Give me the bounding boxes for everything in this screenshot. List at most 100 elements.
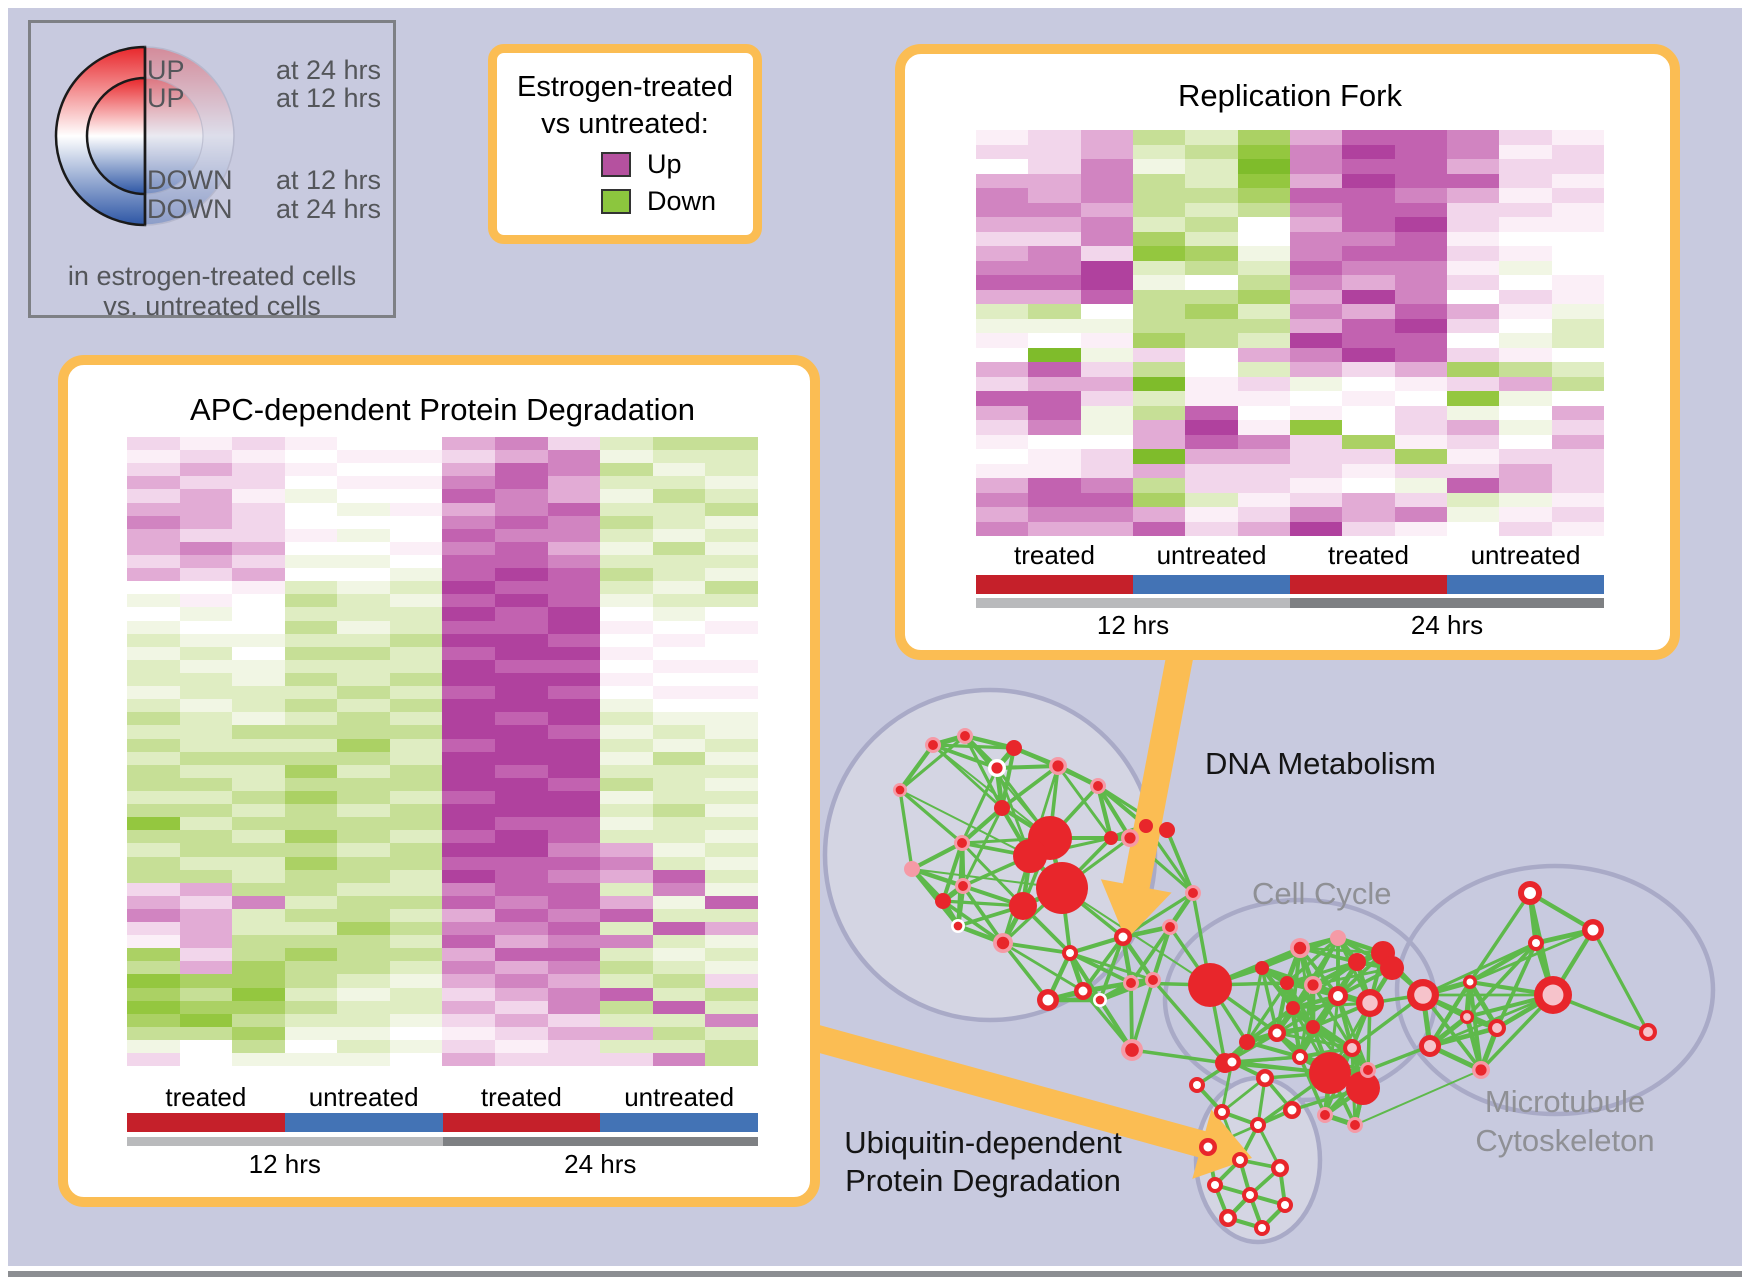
heatmap-cell (705, 672, 758, 687)
heatmap-cell (389, 607, 443, 621)
time-label: 24 hrs (564, 1149, 637, 1179)
heatmap-cell (652, 764, 706, 778)
heatmap-cell (1289, 275, 1343, 290)
heatmap-cell (389, 515, 443, 529)
heatmap-cell (442, 699, 496, 713)
heatmap-cell (1551, 463, 1604, 478)
heatmap-row (976, 521, 1604, 536)
heatmap-cell (547, 659, 601, 673)
network-node (996, 936, 1010, 950)
ring-word-down-12: DOWN (147, 165, 233, 195)
network-node (1362, 995, 1378, 1011)
heatmap-cell (232, 476, 285, 490)
heatmap-cell (127, 1053, 180, 1067)
heatmap-cell (1080, 521, 1133, 536)
heatmap-cell (705, 620, 758, 634)
heatmap-cell (337, 1040, 390, 1054)
heatmap-cell (442, 843, 496, 857)
legend-item-up: Up (601, 149, 753, 180)
heatmap-cell (1132, 260, 1186, 275)
heatmap-cell (1289, 318, 1343, 333)
heatmap-cell (1185, 260, 1238, 275)
network-node (1309, 1052, 1351, 1094)
heatmap-cell (976, 391, 1029, 406)
heatmap-cell (179, 1013, 233, 1027)
heatmap-cell (1394, 463, 1447, 478)
network-node (1350, 1120, 1360, 1130)
heatmap-cell (1446, 347, 1500, 362)
heatmap-cell (1185, 362, 1238, 377)
heatmap-cell (1394, 144, 1447, 159)
heatmap-cell (652, 790, 706, 805)
heatmap-cell (337, 908, 390, 923)
heatmap-cell (337, 1000, 390, 1014)
heatmap-cell (1132, 507, 1186, 522)
heatmap-cell (547, 882, 601, 896)
network-node (1587, 924, 1599, 936)
network-edge (1001, 941, 1072, 955)
heatmap-cell (127, 659, 180, 673)
heatmap-cell (705, 633, 758, 647)
heatmap-cell (1551, 507, 1604, 522)
heatmap-cell (127, 476, 180, 490)
network-edge (964, 735, 1051, 839)
heatmap-cell (1289, 159, 1343, 174)
heatmap-cell (1499, 463, 1552, 478)
network-edge (1067, 950, 1103, 1003)
heatmap-row (976, 333, 1604, 348)
heatmap-cell (389, 804, 443, 818)
heatmap-cell (652, 659, 706, 673)
heatmap-cell (389, 764, 443, 778)
heatmap-cell (705, 764, 758, 778)
heatmap-cell (705, 528, 758, 542)
heatmap-cell (1394, 217, 1447, 232)
heatmap-cell (1342, 246, 1395, 261)
heatmap-row (976, 492, 1604, 507)
heatmap-cell (389, 699, 443, 713)
heatmap-cell (1185, 318, 1238, 333)
heatmap-cell (1237, 130, 1290, 145)
heatmap-cell (600, 686, 653, 700)
network-node (953, 921, 963, 931)
heatmap-row (976, 231, 1604, 246)
heatmap-cell (547, 489, 601, 503)
heatmap-cell (389, 541, 443, 555)
heatmap-cell (232, 882, 285, 896)
heatmap-cell (547, 1026, 601, 1041)
time-bar-segment (976, 598, 1290, 608)
time-label: 24 hrs (1410, 610, 1484, 640)
up-down-ring-icon (54, 45, 235, 227)
time-bar-segment (1290, 598, 1604, 608)
heatmap-row (127, 843, 758, 857)
heatmap-cell (389, 830, 443, 844)
heatmap-cell (389, 751, 443, 765)
heatmap-cell (547, 686, 601, 700)
ring-footer-2: vs. untreated cells (103, 291, 321, 321)
network-node (1013, 839, 1047, 873)
heatmap-cell (1028, 449, 1081, 464)
treated-bar-segment (1290, 575, 1447, 594)
network-node (1333, 991, 1343, 1001)
network-node (1246, 1191, 1254, 1199)
heatmap-cell (1185, 507, 1238, 522)
heatmap-cell (442, 804, 496, 818)
heatmap-cell (600, 922, 653, 936)
heatmap-cell (389, 463, 443, 477)
heatmap-cell (652, 1013, 706, 1027)
heatmap-cell (600, 450, 653, 464)
heatmap-cell (337, 450, 390, 464)
heatmap-cell (976, 449, 1029, 464)
heatmap-cell (1342, 333, 1395, 348)
heatmap-cell (1185, 492, 1238, 507)
heatmap-cell (1185, 449, 1238, 464)
heatmap-cell (127, 738, 180, 752)
network-node (1188, 963, 1232, 1007)
heatmap-cell (495, 961, 548, 975)
heatmap-cell (652, 489, 706, 503)
heatmap-cell (284, 948, 338, 962)
heatmap-cell (1132, 173, 1186, 188)
heatmap-cell (652, 843, 706, 857)
heatmap-cell (976, 463, 1029, 478)
heatmap-row (127, 463, 758, 477)
heatmap-cell (232, 1040, 285, 1054)
